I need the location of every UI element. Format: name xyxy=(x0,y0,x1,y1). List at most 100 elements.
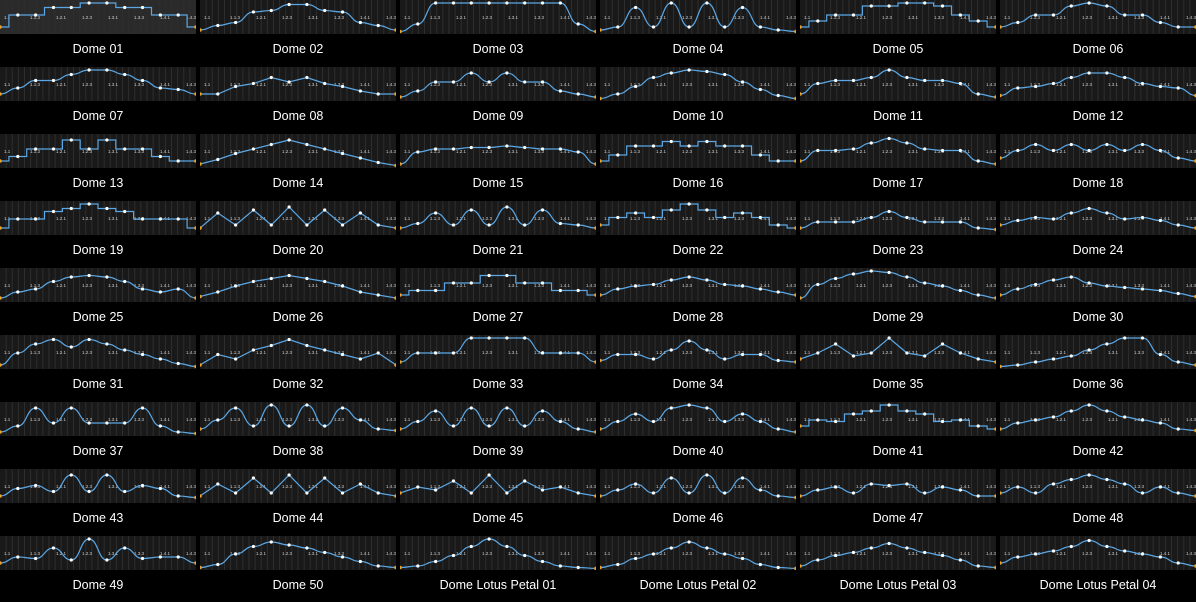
tick-label: 1.4.1 xyxy=(1160,283,1171,288)
curve-node xyxy=(540,281,545,285)
curve-endpoint xyxy=(200,294,202,299)
tick-label: 1.4.1 xyxy=(360,82,371,87)
tick-label: 1.3.1 xyxy=(908,82,919,87)
tick-label: 1.2.1 xyxy=(656,149,667,154)
tick-label: 1.2.1 xyxy=(56,82,67,87)
curve-node xyxy=(669,348,673,352)
tick-label: 1.3.1 xyxy=(308,216,319,221)
curve-node xyxy=(105,275,109,279)
tick-label: 1.1 xyxy=(204,82,211,87)
curve-node xyxy=(816,220,820,224)
curve-node xyxy=(469,281,473,285)
curve-node xyxy=(251,348,256,352)
curve-node xyxy=(505,544,509,549)
preset-tile[interactable]: 1.11.1.31.2.11.2.31.3.11.3.31.4.11.4.3Do… xyxy=(0,201,196,267)
curve-node xyxy=(487,80,491,84)
curve-node xyxy=(687,491,691,495)
curve-node xyxy=(123,5,127,10)
curve-node xyxy=(487,473,491,477)
preset-tile[interactable]: 1.11.1.31.2.11.2.31.3.11.3.31.4.11.4.3Do… xyxy=(800,469,996,535)
curve-endpoint xyxy=(800,357,802,361)
curve-node xyxy=(416,22,420,26)
preset-tile[interactable]: 1.11.1.31.2.11.2.31.3.11.3.31.4.11.4.3Do… xyxy=(1000,201,1196,267)
preset-tile[interactable]: 1.11.1.31.2.11.2.31.3.11.3.31.4.11.4.3Do… xyxy=(1000,268,1196,334)
preset-name: Dome 41 xyxy=(872,444,924,458)
curve-node xyxy=(905,409,909,413)
curve-node xyxy=(358,156,362,160)
curve-node xyxy=(69,206,73,211)
curve-node xyxy=(869,482,873,486)
tick-label: 1.4.3 xyxy=(986,283,996,288)
curve-node xyxy=(887,270,891,275)
curve-node xyxy=(834,419,838,424)
preset-tile[interactable]: 1.11.1.31.2.11.2.31.3.11.3.31.4.11.4.3Do… xyxy=(1000,402,1196,468)
curve-endpoint xyxy=(194,226,196,230)
preset-tile[interactable]: 1.11.1.31.2.11.2.31.3.11.3.31.4.11.4.3Do… xyxy=(600,268,796,334)
preset-name: Dome 44 xyxy=(272,511,324,525)
tick-label: 1.4.3 xyxy=(586,350,596,355)
preset-tile[interactable]: 1.11.1.31.2.11.2.31.3.11.3.31.4.11.4.3Do… xyxy=(400,335,596,401)
curve-node xyxy=(487,223,491,227)
preset-tile[interactable]: 1.11.1.31.2.11.2.31.3.11.3.31.4.11.4.3Do… xyxy=(800,134,996,200)
tick-label: 1.4.3 xyxy=(586,149,596,154)
curve-line xyxy=(600,404,796,433)
tick-label: 1.4.1 xyxy=(360,350,371,355)
preset-tile[interactable]: 1.11.1.31.2.11.2.31.3.11.3.31.4.11.4.3Do… xyxy=(200,268,396,334)
curve-node xyxy=(234,284,238,288)
tick-label: 1.2.3 xyxy=(1082,484,1093,489)
curve-preview: 1.1 1.1.3 1.2.1 1.2.3 1.3.1 1.3.3 1.4.1 1.4.3 xyxy=(400,268,596,302)
preset-tile[interactable]: 1.11.1.31.2.11.2.31.3.11.3.31.4.11.4.3Do… xyxy=(200,536,396,602)
tick-label: 1.3.1 xyxy=(308,350,319,355)
curve-preview: 1.1 1.1.3 1.2.1 1.2.3 1.3.1 1.3.3 1.4.1 1.4.3 xyxy=(600,67,796,101)
curve-node xyxy=(140,483,145,488)
curve-node xyxy=(940,220,945,224)
curve-node xyxy=(1069,354,1073,358)
curve-node xyxy=(1051,482,1056,486)
curve-node xyxy=(105,68,109,72)
preset-tile[interactable]: 1.11.1.31.2.11.2.31.3.11.3.31.4.11.4.3Do… xyxy=(0,469,196,535)
preset-tile[interactable]: 1.11.1.31.2.11.2.31.3.11.3.31.4.11.4.3Do… xyxy=(1000,536,1196,602)
